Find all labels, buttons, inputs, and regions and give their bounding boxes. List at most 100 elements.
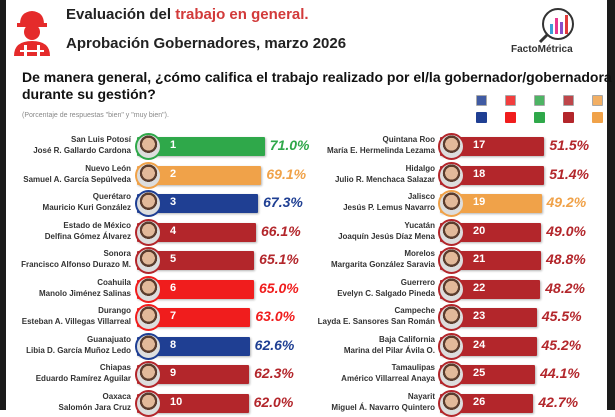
governor-label: Durango Esteban A. Villegas Villarreal: [22, 305, 131, 327]
governor-row: Guerrero Evelyn C. Salgado Pineda 22 48.2%: [0, 275, 615, 303]
value-label: 71.0%: [269, 137, 310, 153]
governor-row: Querétaro Mauricio Kuri González 3 67.3%: [0, 189, 615, 217]
rank-label: 9: [170, 367, 177, 379]
governor-row: Tamaulipas Américo Villarreal Anaya 25 44.1…: [0, 360, 615, 388]
governor-name: Libia D. García Muñoz Ledo: [26, 345, 131, 355]
governor-photo: [135, 190, 162, 217]
governor-photo: [438, 218, 465, 246]
approval-bar: [440, 251, 541, 270]
governor-name: Julio R. Menchaca Salazar: [334, 174, 435, 184]
rank-label: 6: [170, 281, 177, 294]
survey-question: De manera general, ¿cómo califica el tra…: [22, 69, 612, 102]
state-name: Nuevo León: [85, 163, 131, 173]
approval-bar: [137, 222, 256, 242]
rank-label: 23: [473, 310, 486, 322]
governor-name: Esteban A. Villegas Villarreal: [21, 317, 131, 326]
rank-label: 4: [170, 224, 177, 237]
page-title: Evaluación del trabajo en general.: [66, 6, 309, 23]
legend-swatch-pri: [505, 112, 516, 123]
governor-row: San Luis Potosí José R. Gallardo Cardona 1…: [0, 132, 615, 160]
governor-photo: [438, 247, 465, 274]
approval-bar: [137, 251, 255, 270]
governor-photo: [135, 133, 162, 160]
state-name: Guerrero: [400, 277, 435, 287]
governor-photo: [135, 304, 162, 331]
rank-label: 25: [473, 367, 486, 379]
value-label: 49.2%: [546, 194, 587, 210]
value-label: 66.1%: [260, 222, 301, 239]
party-logo-pvem-icon: [534, 95, 545, 106]
rank-label: 24: [473, 338, 486, 351]
rank-label: 3: [170, 196, 177, 208]
page-subtitle: Aprobación Gobernadores, marzo 2026: [66, 35, 347, 52]
state-name: Campeche: [394, 306, 435, 315]
governor-row: Morelos Margarita González Saravia 21 48.8%: [0, 246, 615, 274]
governor-label: Hidalgo Julio R. Menchaca Salazar: [335, 163, 435, 185]
governor-label: Yucatán Joaquín Jesús Díaz Mena: [338, 220, 435, 242]
state-name: Baja California: [378, 334, 435, 344]
state-name: Tamaulipas: [391, 363, 435, 372]
factometrica-logo-icon: [538, 8, 574, 44]
governor-row: Hidalgo Julio R. Menchaca Salazar 18 51.4%: [0, 161, 615, 189]
rank-label: 10: [170, 395, 183, 408]
governor-label: Guerrero Evelyn C. Salgado Pineda: [337, 277, 435, 299]
governor-row: Baja California Marina del Pilar Ávila O.…: [0, 332, 615, 360]
governor-photo: [438, 275, 465, 303]
value-label: 45.5%: [541, 308, 582, 324]
governor-name: Joaquín Jesús Díaz Mena: [338, 231, 435, 241]
governor-photo: [135, 247, 162, 274]
governor-photo: [135, 332, 162, 360]
value-label: 63.0%: [255, 308, 296, 324]
governor-row: Campeche Layda E. Sansores San Román 23 45.…: [0, 303, 615, 331]
approval-bar: [137, 137, 265, 156]
value-label: 65.1%: [259, 251, 299, 267]
party-logo-mc-icon: [592, 95, 603, 106]
governor-name: María E. Hermelinda Lezama: [326, 146, 435, 155]
governor-label: Oaxaca Salomón Jara Cruz: [59, 391, 131, 413]
survey-note: (Porcentaje de respuestas "bien" y "muy …: [22, 112, 169, 119]
governor-photo: [438, 304, 465, 331]
rank-label: 26: [473, 395, 486, 408]
governor-row: Coahuila Manolo Jiménez Salinas 6 65.0%: [0, 275, 615, 303]
value-label: 67.3%: [263, 194, 303, 210]
governor-name: Manolo Jiménez Salinas: [38, 288, 131, 298]
governor-photo: [135, 218, 162, 246]
governor-row: Durango Esteban A. Villegas Villarreal 7 63…: [0, 303, 615, 331]
legend-swatch-pan: [476, 112, 487, 123]
value-label: 49.0%: [546, 222, 586, 239]
governor-photo: [438, 332, 465, 360]
state-name: Nayarit: [407, 391, 435, 401]
governor-name: Delfina Gómez Álvarez: [44, 231, 131, 241]
value-label: 65.0%: [259, 279, 299, 296]
rank-label: 7: [170, 310, 177, 322]
governor-label: Querétaro Mauricio Kuri González: [43, 191, 131, 213]
governor-label: Coahuila Manolo Jiménez Salinas: [39, 277, 131, 299]
governor-name: Miguel Á. Navarro Quintero: [331, 402, 435, 412]
rank-label: 5: [170, 253, 177, 265]
governor-row: Jalisco Jesús P. Lemus Navarro 19 49.2%: [0, 189, 615, 217]
party-logo-morena-icon: [563, 95, 574, 106]
governor-label: Chiapas Eduardo Ramírez Aguilar: [36, 362, 131, 384]
legend-swatch-mc: [592, 112, 603, 123]
rank-label: 19: [473, 196, 486, 208]
frame-edge-left: [0, 0, 6, 410]
governor-label: Jalisco Jesús P. Lemus Navarro: [343, 191, 435, 213]
approval-bar: [440, 222, 542, 242]
governor-row: Oaxaca Salomón Jara Cruz 10 62.0%: [0, 389, 615, 417]
governor-label: Campeche Layda E. Sansores San Román: [318, 305, 435, 327]
rank-label: 18: [473, 167, 486, 180]
governor-label: Baja California Marina del Pilar Ávila O.: [344, 334, 435, 356]
rank-label: 1: [170, 139, 177, 151]
governor-name: Margarita González Saravia: [330, 260, 435, 269]
rank-label: 2: [170, 167, 177, 180]
governor-photo: [438, 190, 465, 217]
governor-label: Morelos Margarita González Saravia: [331, 248, 435, 270]
value-label: 48.8%: [546, 251, 586, 267]
approval-bar: [137, 336, 250, 356]
rank-label: 20: [473, 224, 486, 237]
governor-label: Nayarit Miguel Á. Navarro Quintero: [331, 391, 435, 413]
value-label: 48.2%: [545, 279, 585, 296]
governor-row: Nayarit Miguel Á. Navarro Quintero 26 42.7%: [0, 389, 615, 417]
governor-name: Mauricio Kuri González: [42, 203, 131, 212]
governor-row: Quintana Roo María E. Hermelinda Lezama 17…: [0, 132, 615, 160]
